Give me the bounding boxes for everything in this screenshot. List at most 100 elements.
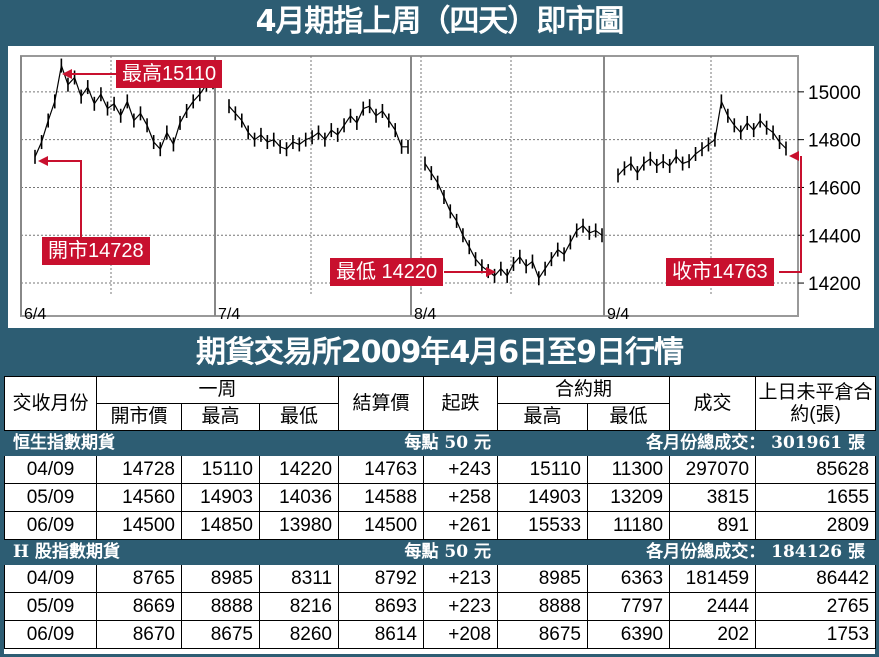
table-cell: +243 (423, 455, 499, 484)
price-line (424, 163, 603, 280)
header-volume: 成交 (669, 376, 757, 431)
chart-panel: 15000 14800 14600 14400 14200 6/4 7/4 8/4 9/4 最高… (8, 46, 874, 328)
table-cell: 14500 (96, 511, 182, 540)
table-cell: +258 (423, 483, 499, 512)
table-row: 04/09 14728 15110 14220 14763 +243 15110 11300 2… (4, 455, 877, 484)
close-arrow (789, 151, 799, 161)
table-cell: 1753 (755, 620, 877, 649)
table-cell: 04/09 (4, 455, 97, 484)
table-row: 05/09 14560 14903 14036 14588 +258 14903 13209 3… (4, 483, 877, 512)
futures-table: 交收月份 一周 結算價 起跌 合約期 成交 上日未平倉合約(張) 開市價 最高 … (3, 376, 877, 649)
y-tick-label: 14800 (808, 131, 861, 152)
table-cell: 06/09 (4, 511, 97, 540)
low-arrow (486, 267, 496, 277)
table-cell: 2765 (755, 592, 877, 621)
table-row: 05/09 8669 8888 8216 8693 +223 8888 7797 2444 276… (4, 592, 877, 621)
y-tick-label: 14400 (808, 226, 861, 247)
y-tick-label: 14600 (808, 178, 861, 199)
table-cell: 2444 (669, 592, 757, 621)
table-cell: 8260 (258, 620, 340, 649)
table-cell: 8675 (497, 620, 589, 649)
table-cell: 2809 (755, 511, 877, 540)
high-arrow (62, 69, 72, 79)
table-cell: 8675 (181, 620, 260, 649)
price-line (228, 105, 408, 150)
table-cell: 14903 (497, 483, 589, 512)
y-tick-label: 15000 (808, 83, 861, 104)
table-cell: 8765 (96, 564, 182, 593)
day-label: 6/4 (24, 306, 46, 323)
close-connector (779, 156, 802, 273)
table-cell: 8888 (181, 592, 260, 621)
table-cell: 14850 (181, 511, 260, 540)
table-cell: 8792 (338, 564, 425, 593)
table-cell: 297070 (669, 455, 757, 484)
table-cell: 8216 (258, 592, 340, 621)
table-cell: 8985 (497, 564, 589, 593)
table-cell: 8614 (338, 620, 425, 649)
day-label: 7/4 (218, 306, 240, 323)
table-cell: 3815 (669, 483, 757, 512)
table-cell: 1655 (755, 483, 877, 512)
futures-table-panel: 交收月份 一周 結算價 起跌 合約期 成交 上日未平倉合約(張) 開市價 最高 … (3, 376, 877, 654)
section-hsi: 恒生指數期貨 每點 50 元 各月份總成交： 301961 張 (3, 430, 877, 456)
header-open: 開市價 (96, 403, 182, 431)
day-label: 8/4 (414, 306, 436, 323)
open-callout: 開市14728 (42, 237, 150, 265)
high-callout: 最高15110 (116, 60, 223, 88)
table-row: 06/09 14500 14850 13980 14500 +261 15533 11180 8… (4, 511, 877, 540)
table-cell: 15110 (181, 455, 260, 484)
table-cell: 13980 (258, 511, 340, 540)
table-cell: 14560 (96, 483, 182, 512)
table-cell: 11180 (587, 511, 671, 540)
section-title: 期貨交易所2009年4月6日至9日行情 (195, 335, 684, 370)
table-row: 06/09 8670 8675 8260 8614 +208 8675 6390 202 1753 (4, 620, 877, 649)
table-cell: 14036 (258, 483, 340, 512)
section-hshare: H 股指數期貨 每點 50 元 各月份總成交： 184126 張 (3, 539, 877, 565)
open-connector (48, 160, 82, 237)
header-week: 一周 (95, 376, 340, 404)
header-settle: 結算價 (338, 376, 425, 431)
table-cell: +223 (423, 592, 499, 621)
y-tick-label: 14200 (808, 274, 861, 295)
table-cell: 8693 (338, 592, 425, 621)
table-cell: 8311 (258, 564, 340, 593)
day-label: 9/4 (607, 306, 629, 323)
table-cell: 8888 (497, 592, 589, 621)
header-open-interest: 上日未平倉合約(張) (755, 376, 877, 431)
table-cell: 6363 (587, 564, 671, 593)
table-cell: 05/09 (4, 483, 97, 512)
table-cell: 181459 (669, 564, 757, 593)
header-high: 最高 (181, 403, 260, 431)
table-cell: 8669 (96, 592, 182, 621)
table-cell: 891 (669, 511, 757, 540)
low-callout: 最低 14220 (330, 258, 444, 286)
table-cell: 14763 (338, 455, 425, 484)
section-name: 恒生指數期貨 (3, 430, 340, 456)
header-contract: 合約期 (497, 376, 671, 404)
table-cell: 202 (669, 620, 757, 649)
table-cell: 14903 (181, 483, 260, 512)
table-cell: 86442 (755, 564, 877, 593)
price-line (617, 99, 787, 176)
table-cell: 15110 (497, 455, 589, 484)
table-cell: +213 (423, 564, 499, 593)
table-cell: 14500 (338, 511, 425, 540)
table-cell: 14728 (96, 455, 182, 484)
table-cell: 8985 (181, 564, 260, 593)
section-total: 各月份總成交： 184126 張 (497, 539, 877, 565)
table-cell: +208 (423, 620, 499, 649)
table-cell: 11300 (587, 455, 671, 484)
header-change: 起跌 (423, 376, 499, 431)
table-cell: 14220 (258, 455, 340, 484)
header-contract-low: 最低 (587, 403, 671, 431)
header-month: 交收月份 (4, 376, 97, 431)
section-unit: 每點 50 元 (338, 430, 499, 456)
chart-title: 4月期指上周（四天）即市圖 (255, 4, 625, 39)
table-cell: 85628 (755, 455, 877, 484)
table-cell: 06/09 (4, 620, 97, 649)
table-row: 04/09 8765 8985 8311 8792 +213 8985 6363 181459 8… (4, 564, 877, 593)
section-name: H 股指數期貨 (3, 539, 340, 565)
close-callout: 收市14763 (666, 258, 774, 286)
table-cell: 13209 (587, 483, 671, 512)
